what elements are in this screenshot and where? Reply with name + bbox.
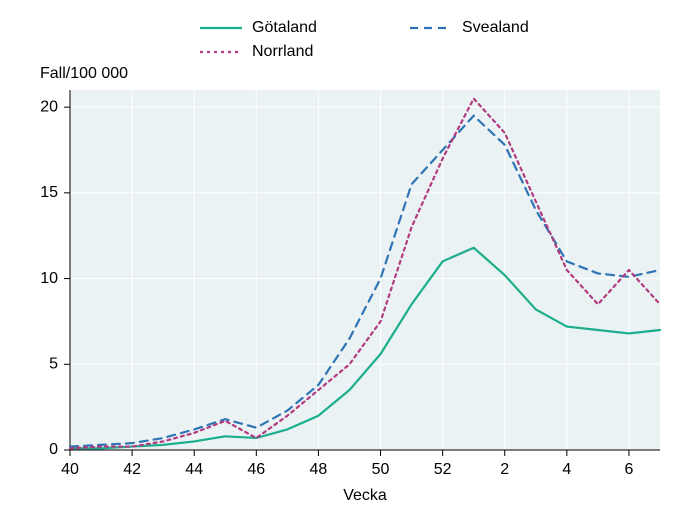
x-tick-label: 40 [61,461,79,478]
x-tick-label: 52 [434,461,452,478]
x-tick-label: 50 [372,461,390,478]
x-tick-label: 46 [247,461,265,478]
y-tick-label: 5 [49,356,58,373]
legend-label: Svealand [462,19,529,36]
y-tick-label: 20 [40,98,58,115]
x-tick-label: 48 [310,461,328,478]
y-axis-label: Fall/100 000 [40,65,128,82]
x-tick-label: 44 [185,461,203,478]
legend-label: Götaland [252,19,317,36]
x-tick-label: 2 [500,461,509,478]
y-tick-label: 15 [40,184,58,201]
y-tick-label: 10 [40,270,58,287]
line-chart: 0510152040424446485052246Fall/100 000Vec… [0,0,698,507]
x-tick-label: 42 [123,461,141,478]
x-tick-label: 4 [562,461,571,478]
x-tick-label: 6 [624,461,633,478]
x-axis-label: Vecka [343,487,387,504]
legend-label: Norrland [252,43,313,60]
y-tick-label: 0 [49,441,58,458]
